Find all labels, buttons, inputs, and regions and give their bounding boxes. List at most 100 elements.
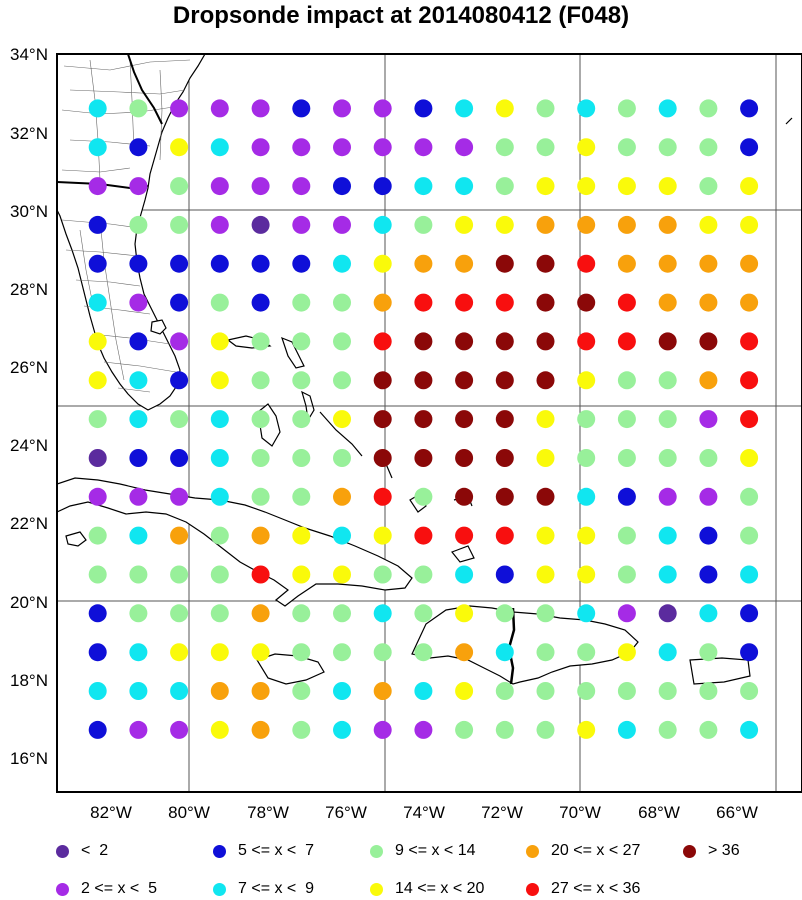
impact-dot bbox=[617, 526, 636, 545]
impact-dot bbox=[536, 293, 555, 312]
impact-dot bbox=[455, 254, 474, 273]
legend-item-2-5: 2 <= x < 5 bbox=[56, 879, 157, 899]
impact-dot bbox=[455, 371, 474, 390]
impact-dot bbox=[455, 682, 474, 700]
impact-dot bbox=[495, 215, 514, 234]
impact-dot bbox=[210, 487, 229, 506]
impact-dot bbox=[617, 177, 636, 196]
impact-dot bbox=[699, 604, 718, 623]
impact-dot bbox=[414, 138, 433, 157]
impact-dot bbox=[577, 215, 596, 234]
impact-dot bbox=[699, 449, 718, 467]
impact-dot bbox=[455, 487, 474, 506]
impact-dot bbox=[495, 604, 514, 623]
impact-dot bbox=[210, 565, 229, 584]
impact-dot bbox=[292, 99, 311, 118]
legend-swatch bbox=[370, 844, 383, 858]
lat-label-30: 30°N bbox=[10, 202, 48, 221]
impact-dot bbox=[129, 371, 148, 390]
impact-dot bbox=[495, 526, 514, 545]
impact-dot bbox=[373, 215, 392, 234]
lat-label-16: 16°N bbox=[10, 749, 48, 768]
impact-dot bbox=[333, 293, 351, 312]
impact-dot bbox=[210, 526, 229, 545]
impact-dot bbox=[88, 565, 107, 584]
impact-dot bbox=[88, 720, 107, 739]
impact-dot bbox=[617, 254, 636, 273]
lon-label-80: 80°W bbox=[168, 803, 210, 822]
impact-dot bbox=[170, 526, 189, 545]
impact-dot bbox=[292, 293, 311, 312]
lon-label-76: 76°W bbox=[325, 803, 367, 822]
lon-label-78: 78°W bbox=[247, 803, 289, 822]
impact-dot bbox=[495, 177, 514, 196]
impact-dot bbox=[495, 371, 514, 390]
impact-dot bbox=[333, 332, 351, 351]
impact-dot bbox=[170, 215, 189, 234]
impact-dot bbox=[414, 99, 433, 118]
impact-dot bbox=[373, 293, 392, 312]
impact-dot bbox=[88, 682, 107, 700]
map-frame bbox=[56, 53, 802, 793]
impact-dot bbox=[740, 449, 759, 467]
impact-dot bbox=[88, 371, 107, 390]
impact-dot bbox=[251, 332, 270, 351]
legend-item-14-20: 14 <= x < 20 bbox=[370, 879, 484, 899]
impact-dot bbox=[373, 332, 392, 351]
impact-dots bbox=[88, 99, 759, 739]
lon-label-68: 68°W bbox=[638, 803, 680, 822]
impact-dot bbox=[536, 604, 555, 623]
impact-dot bbox=[414, 371, 433, 390]
impact-dot bbox=[292, 643, 311, 662]
impact-dot bbox=[129, 643, 148, 662]
legend-label: 20 <= x < 27 bbox=[551, 842, 641, 859]
latitude-tick-labels: 34°N 32°N 30°N 28°N 26°N 24°N 22°N 20°N … bbox=[10, 45, 48, 768]
impact-dot bbox=[699, 99, 718, 118]
impact-dot bbox=[658, 720, 677, 739]
impact-dot bbox=[129, 332, 148, 351]
impact-dot bbox=[699, 643, 718, 662]
impact-dot bbox=[577, 410, 596, 429]
impact-dot bbox=[210, 177, 229, 196]
impact-dot bbox=[577, 449, 596, 467]
impact-dot bbox=[129, 215, 148, 234]
impact-dot bbox=[577, 99, 596, 118]
impact-dot bbox=[129, 177, 148, 196]
impact-dot bbox=[577, 332, 596, 351]
impact-dot bbox=[333, 526, 351, 545]
impact-dot bbox=[495, 565, 514, 584]
impact-dot bbox=[699, 487, 718, 506]
impact-dot bbox=[536, 215, 555, 234]
impact-dot bbox=[333, 487, 351, 506]
legend-swatch bbox=[56, 882, 69, 896]
impact-dot bbox=[740, 410, 759, 429]
impact-dot bbox=[658, 332, 677, 351]
impact-dot bbox=[536, 526, 555, 545]
impact-dot bbox=[617, 604, 636, 623]
eleuthera bbox=[301, 390, 315, 422]
impact-dot bbox=[333, 682, 351, 700]
lon-label-82: 82°W bbox=[90, 803, 132, 822]
lat-label-22: 22°N bbox=[10, 514, 48, 533]
impact-dot bbox=[333, 99, 351, 118]
impact-dot bbox=[617, 138, 636, 157]
impact-dot bbox=[658, 643, 677, 662]
impact-dot bbox=[455, 565, 474, 584]
impact-dot bbox=[129, 720, 148, 739]
impact-dot bbox=[740, 487, 759, 506]
impact-dot bbox=[495, 254, 514, 273]
longitude-tick-labels: 82°W 80°W 78°W 76°W 74°W 72°W 70°W 68°W … bbox=[90, 803, 758, 822]
legend-label: 27 <= x < 36 bbox=[551, 880, 641, 897]
impact-dot bbox=[292, 449, 311, 467]
impact-dot bbox=[292, 332, 311, 351]
impact-dot bbox=[251, 215, 270, 234]
legend-item-gt-36: > 36 bbox=[683, 841, 740, 861]
impact-dot bbox=[129, 604, 148, 623]
impact-dot bbox=[170, 643, 189, 662]
impact-dot bbox=[210, 410, 229, 429]
impact-dot bbox=[658, 526, 677, 545]
impact-dot bbox=[251, 604, 270, 623]
impact-dot bbox=[292, 720, 311, 739]
legend: < 2 2 <= x < 5 5 <= x < 7 7 <= x < 9 9 <… bbox=[0, 830, 802, 900]
impact-dot bbox=[536, 138, 555, 157]
